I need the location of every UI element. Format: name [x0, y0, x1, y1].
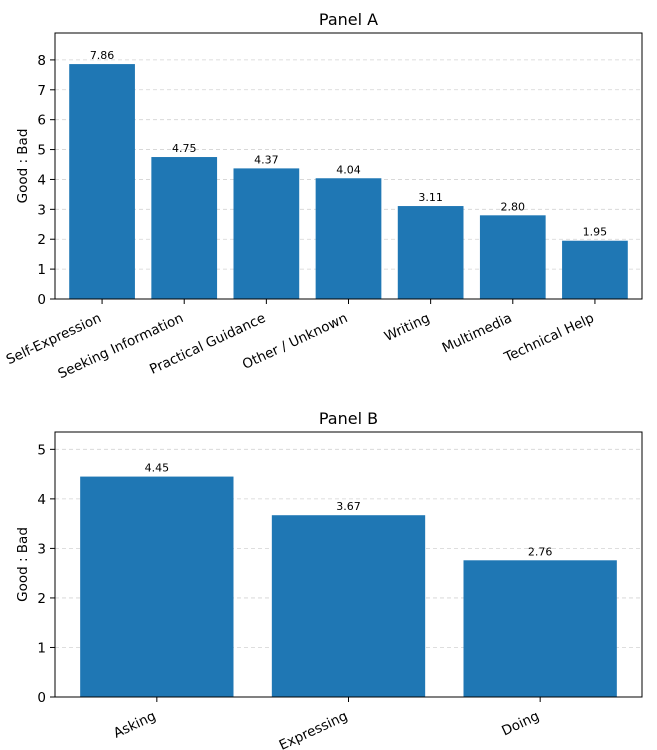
- panel-a-data-label: 4.75: [172, 142, 197, 155]
- panel-b-title: Panel B: [319, 409, 378, 428]
- panel-b-y-tick-label: 1: [37, 640, 46, 656]
- panel-a-x-tick-label: Technical Help: [501, 310, 597, 366]
- panel-a-x-tick-label: Writing: [382, 310, 432, 345]
- panel-a-y-tick-label: 0: [37, 292, 46, 308]
- panel-a-data-label: 2.80: [501, 200, 526, 213]
- panel-a-title: Panel A: [319, 10, 378, 29]
- panel-b-bar: [271, 515, 426, 697]
- panel-a-bar: [562, 240, 628, 299]
- panel-a-bar: [315, 178, 382, 299]
- panel-a-y-tick-label: 2: [37, 232, 46, 248]
- panel-a-y-tick-label: 5: [37, 143, 46, 159]
- panel-b-data-label: 4.45: [145, 462, 170, 475]
- panel-b-data-label: 3.67: [336, 500, 361, 513]
- panel-a-data-label: 3.11: [418, 191, 443, 204]
- panel-a-bar: [233, 168, 300, 299]
- panel-b-y-tick-label: 5: [37, 442, 46, 458]
- panel-a-y-tick-label: 7: [37, 83, 46, 99]
- panel-a-data-label: 7.86: [90, 49, 115, 62]
- panel-a-y-tick-label: 4: [37, 172, 46, 188]
- panel-a-y-tick-label: 1: [37, 262, 46, 278]
- panel-a-data-label: 4.04: [336, 163, 361, 176]
- panel-b-x-tick-label: Doing: [499, 708, 542, 739]
- panel-b-y-tick-label: 4: [37, 492, 46, 508]
- panel-a-y-tick-label: 3: [37, 202, 46, 218]
- panel-a-bar: [69, 64, 135, 299]
- panel-b-bar: [463, 560, 617, 697]
- panel-b-y-axis-label: Good : Bad: [15, 527, 31, 602]
- panel-a-bar: [151, 157, 218, 299]
- panel-b-y-tick-label: 2: [37, 591, 46, 607]
- panel-a-y-tick-label: 6: [37, 113, 46, 129]
- panel-b-bar: [80, 476, 234, 697]
- panel-a-data-label: 1.95: [583, 226, 608, 239]
- panel-a-data-label: 4.37: [254, 153, 279, 166]
- panel-a-x-tick-label: Multimedia: [440, 310, 515, 356]
- panel-b-y-tick-label: 3: [37, 541, 46, 557]
- panel-b: 4.45 Asking 3.67 Expressing 2.76 Doing 0 1 2 3 4 5 P…: [15, 409, 643, 750]
- panel-b-axes-frame: [54, 431, 643, 698]
- panel-b-x-tick-label: Asking: [111, 708, 159, 742]
- panel-a-bar: [479, 215, 546, 299]
- panel-a-y-tick-label: 8: [37, 53, 46, 69]
- panel-a-y-axis-label: Good : Bad: [15, 129, 31, 204]
- panel-b-data-label: 2.76: [528, 545, 553, 558]
- panel-b-y-tick-label: 0: [37, 690, 46, 706]
- panel-a-axes-frame: [54, 32, 643, 300]
- panel-a-bar: [397, 206, 464, 299]
- panel-b-x-tick-label: Expressing: [277, 708, 350, 750]
